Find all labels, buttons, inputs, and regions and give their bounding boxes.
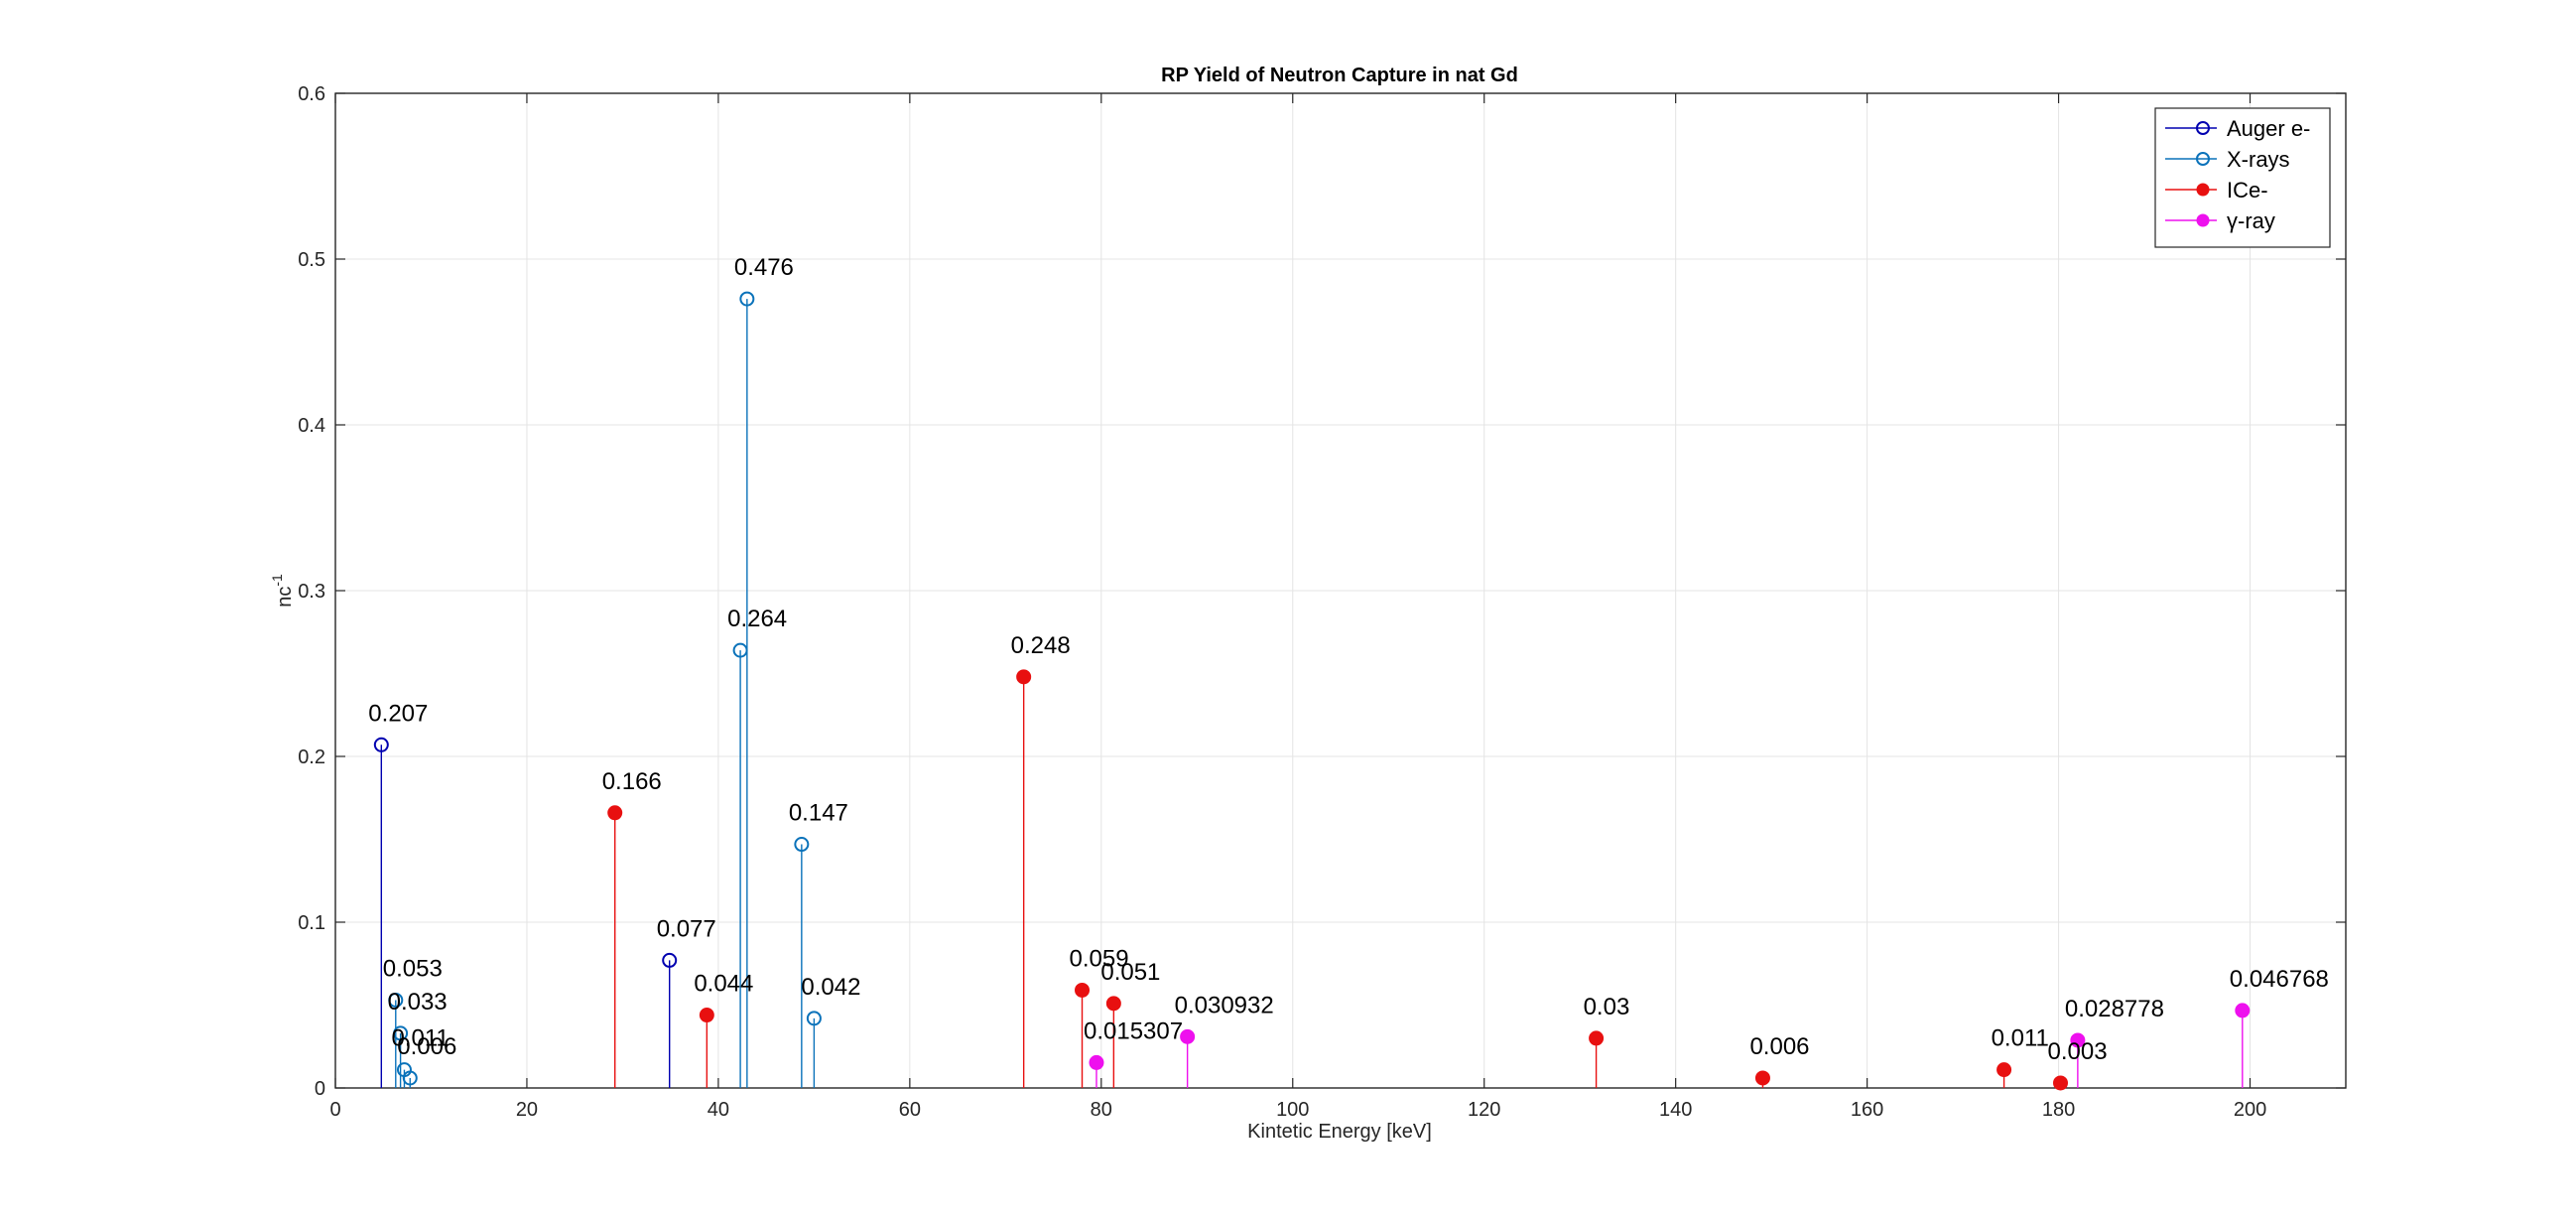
stem-marker <box>699 1008 714 1023</box>
stem-marker <box>388 992 404 1008</box>
data-label: 0.077 <box>657 915 716 942</box>
data-label: 0.248 <box>1011 632 1071 659</box>
data-label: 0.006 <box>397 1033 456 1060</box>
data-label: 0.015307 <box>1084 1017 1183 1044</box>
x-tick-label: 100 <box>1276 1099 1309 1121</box>
data-label: 0.028778 <box>2065 996 2164 1022</box>
legend-entry[interactable]: Auger e- <box>2227 116 2310 141</box>
data-label: 0.053 <box>383 955 443 982</box>
data-stems <box>373 291 2251 1091</box>
legend-entry[interactable]: X-rays <box>2227 147 2290 172</box>
data-labels: 0.2070.0770.0530.0330.0110.0060.2640.476… <box>368 254 2329 1065</box>
x-axis-label: Kintetic Energy [keV] <box>1247 1121 1432 1143</box>
stem-marker <box>2070 1032 2086 1048</box>
stem-marker <box>1754 1070 1770 1086</box>
y-tick-label: 0.2 <box>298 746 325 768</box>
data-label: 0.03 <box>1584 994 1630 1020</box>
data-label: 0.042 <box>801 974 860 1001</box>
stem-marker <box>662 952 678 968</box>
x-tick-label: 140 <box>1659 1099 1692 1121</box>
stem-marker <box>2235 1003 2251 1018</box>
legend-marker <box>2196 121 2210 135</box>
y-axis-label: nc-1 <box>269 574 296 608</box>
chart-title: RP Yield of Neutron Capture in nat Gd <box>1161 65 1518 86</box>
x-tick-label: 0 <box>329 1099 340 1121</box>
data-label: 0.166 <box>602 768 662 795</box>
data-label: 0.059 <box>1070 945 1129 972</box>
data-label: 0.011 <box>1992 1025 2049 1052</box>
data-label: 0.011 <box>391 1025 449 1052</box>
data-label: 0.030932 <box>1175 992 1274 1018</box>
y-tick-label: 0.3 <box>298 581 325 603</box>
data-label: 0.046768 <box>2230 966 2329 993</box>
axis-ticks: 0 20 40 60 80 100 120 140 160 180 200 0 0.1 0.2 0.3 0.4… <box>298 83 2346 1121</box>
legend[interactable]: Auger e- X-rays ICe-γ-ray <box>2154 107 2331 248</box>
y-tick-label: 0 <box>315 1078 325 1100</box>
stem-marker <box>1589 1030 1605 1046</box>
legend-marker <box>2196 183 2210 197</box>
data-label: 0.003 <box>2048 1038 2108 1065</box>
stem-marker <box>794 837 810 853</box>
stem-marker <box>806 1011 822 1026</box>
stem-marker <box>1105 996 1121 1012</box>
grid <box>335 93 2346 1088</box>
x-tick-label: 180 <box>2042 1099 2075 1121</box>
y-axis-label-base: nc <box>274 587 296 608</box>
legend-box <box>2154 107 2331 248</box>
data-label: 0.264 <box>727 606 787 632</box>
legend-entry[interactable]: ICe- <box>2227 178 2268 203</box>
x-tick-label: 200 <box>2234 1099 2266 1121</box>
x-tick-label: 80 <box>1091 1099 1112 1121</box>
x-tick-label: 60 <box>899 1099 921 1121</box>
y-tick-label: 0.6 <box>298 83 325 105</box>
data-label: 0.033 <box>388 989 448 1016</box>
stem-marker <box>1016 669 1032 685</box>
stem-marker <box>739 291 755 307</box>
y-tick-label: 0.4 <box>298 415 325 437</box>
stem-marker <box>1089 1054 1104 1070</box>
x-tick-label: 160 <box>1851 1099 1883 1121</box>
data-label: 0.006 <box>1749 1033 1809 1060</box>
stem-marker <box>607 805 623 821</box>
data-label: 0.044 <box>694 971 753 998</box>
data-label: 0.476 <box>734 254 794 281</box>
stem-marker <box>1075 982 1091 998</box>
x-tick-label: 20 <box>516 1099 538 1121</box>
data-label: 0.147 <box>789 800 848 827</box>
y-tick-label: 0.1 <box>298 912 325 934</box>
legend-marker <box>2196 213 2210 227</box>
stem-marker <box>402 1070 418 1086</box>
data-label: 0.207 <box>368 700 428 727</box>
data-label: 0.051 <box>1100 959 1160 986</box>
stem-marker <box>2053 1075 2069 1091</box>
stem-marker <box>1996 1062 2012 1078</box>
stem-marker <box>393 1025 409 1041</box>
y-axis-label-exponent: -1 <box>269 574 285 587</box>
y-tick-label: 0.5 <box>298 249 325 271</box>
stem-marker <box>373 737 389 752</box>
legend-entry[interactable]: γ-ray <box>2227 208 2275 233</box>
stem-marker <box>1180 1028 1196 1044</box>
legend-marker <box>2196 152 2210 166</box>
x-tick-label: 40 <box>708 1099 729 1121</box>
x-tick-label: 120 <box>1468 1099 1500 1121</box>
